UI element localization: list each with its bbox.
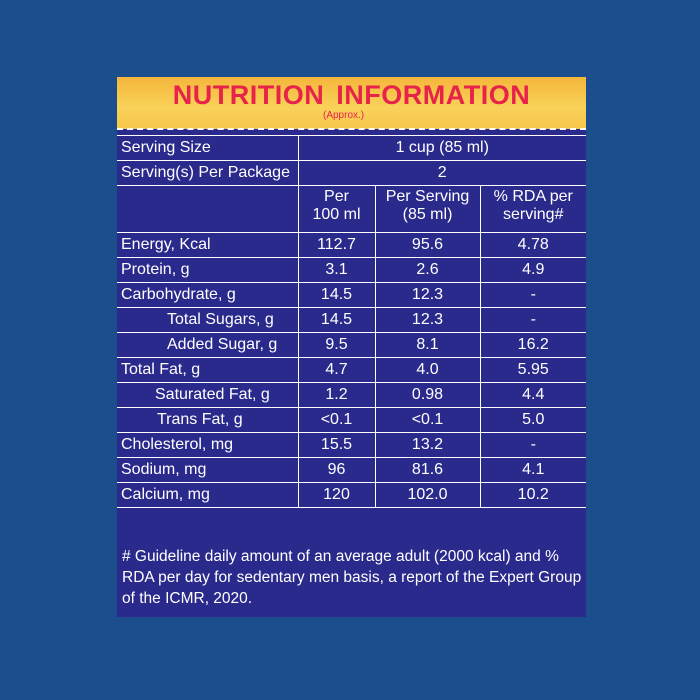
servings-per-package-value: 2: [297, 160, 586, 186]
nutrition-header: NUTRITION INFORMATION (Approx.): [117, 77, 586, 129]
per-serving-value: 102.0: [374, 482, 481, 508]
table-row: Sodium, mg 96 81.6 4.1: [117, 457, 586, 483]
table-row: Total Sugars, g 14.5 12.3 -: [117, 307, 586, 333]
nutrient-label: Trans Fat, g: [117, 407, 299, 433]
column-header-rda-line1: % RDA per: [493, 188, 573, 205]
rda-value: 4.1: [479, 457, 586, 483]
column-header-blank: [117, 185, 299, 233]
table-row: Total Fat, g 4.7 4.0 5.95: [117, 357, 586, 383]
column-header-per-serving: Per Serving (85 ml): [374, 185, 481, 233]
per-serving-value: 13.2: [374, 432, 481, 458]
per-serving-value: 81.6: [374, 457, 481, 483]
per-serving-value: 95.6: [374, 232, 481, 258]
nutrient-label: Total Sugars, g: [117, 307, 299, 333]
per100-value: 14.5: [297, 307, 376, 333]
per-serving-value: 12.3: [374, 282, 481, 308]
per-serving-value: 8.1: [374, 332, 481, 358]
column-header-rda-line2: serving#: [503, 206, 564, 223]
nutrition-panel: NUTRITION INFORMATION (Approx.) Serving …: [117, 77, 586, 617]
table-row: Saturated Fat, g 1.2 0.98 4.4: [117, 382, 586, 408]
per-serving-value: 0.98: [374, 382, 481, 408]
serving-size-label: Serving Size: [117, 135, 299, 161]
per-serving-value: 12.3: [374, 307, 481, 333]
rda-value: 4.9: [479, 257, 586, 283]
rda-value: -: [479, 282, 586, 308]
rda-value: 5.95: [479, 357, 586, 383]
nutrition-table: Serving Size 1 cup (85 ml) Serving(s) Pe…: [117, 135, 586, 508]
table-row: Trans Fat, g <0.1 <0.1 5.0: [117, 407, 586, 433]
column-header-per-serving-line1: Per Serving: [385, 188, 470, 205]
per100-value: 4.7: [297, 357, 376, 383]
per100-value: 96: [297, 457, 376, 483]
per-serving-value: 4.0: [374, 357, 481, 383]
servings-per-package-label: Serving(s) Per Package: [117, 160, 299, 186]
rda-value: 4.78: [479, 232, 586, 258]
nutrient-label: Added Sugar, g: [117, 332, 299, 358]
rda-value: 10.2: [479, 482, 586, 508]
table-row: Cholesterol, mg 15.5 13.2 -: [117, 432, 586, 458]
column-header-per-serving-line2: (85 ml): [402, 206, 453, 223]
footnote: # Guideline daily amount of an average a…: [122, 548, 582, 607]
per100-value: <0.1: [297, 407, 376, 433]
rda-value: 16.2: [479, 332, 586, 358]
nutrient-label: Saturated Fat, g: [117, 382, 299, 408]
rda-value: -: [479, 432, 586, 458]
rda-value: -: [479, 307, 586, 333]
nutrient-label: Total Fat, g: [117, 357, 299, 383]
nutrient-label: Energy, Kcal: [117, 232, 299, 258]
per-serving-value: <0.1: [374, 407, 481, 433]
servings-per-package-row: Serving(s) Per Package 2: [117, 160, 586, 186]
column-header-row: Per 100 ml Per Serving (85 ml) % RDA per…: [117, 185, 586, 233]
per-serving-value: 2.6: [374, 257, 481, 283]
rda-value: 5.0: [479, 407, 586, 433]
serving-size-value: 1 cup (85 ml): [297, 135, 586, 161]
nutrition-title: NUTRITION INFORMATION: [172, 80, 531, 110]
nutrition-subtitle: (Approx.): [323, 110, 365, 121]
column-header-rda: % RDA per serving#: [479, 185, 586, 233]
per100-value: 3.1: [297, 257, 376, 283]
nutrient-label: Cholesterol, mg: [117, 432, 299, 458]
column-header-per100: Per 100 ml: [297, 185, 376, 233]
table-row: Protein, g 3.1 2.6 4.9: [117, 257, 586, 283]
rda-value: 4.4: [479, 382, 586, 408]
table-row: Carbohydrate, g 14.5 12.3 -: [117, 282, 586, 308]
per100-value: 112.7: [297, 232, 376, 258]
table-row: Calcium, mg 120 102.0 10.2: [117, 482, 586, 508]
per100-value: 14.5: [297, 282, 376, 308]
per100-value: 15.5: [297, 432, 376, 458]
per100-value: 1.2: [297, 382, 376, 408]
per100-value: 120: [297, 482, 376, 508]
nutrient-label: Carbohydrate, g: [117, 282, 299, 308]
serving-size-row: Serving Size 1 cup (85 ml): [117, 135, 586, 161]
table-row: Added Sugar, g 9.5 8.1 16.2: [117, 332, 586, 358]
header-divider: [117, 128, 586, 130]
nutrient-label: Protein, g: [117, 257, 299, 283]
table-row: Energy, Kcal 112.7 95.6 4.78: [117, 232, 586, 258]
column-header-per100-line2: 100 ml: [312, 206, 361, 223]
nutrient-label: Calcium, mg: [117, 482, 299, 508]
per100-value: 9.5: [297, 332, 376, 358]
nutrient-label: Sodium, mg: [117, 457, 299, 483]
column-header-per100-line1: Per: [324, 188, 349, 205]
